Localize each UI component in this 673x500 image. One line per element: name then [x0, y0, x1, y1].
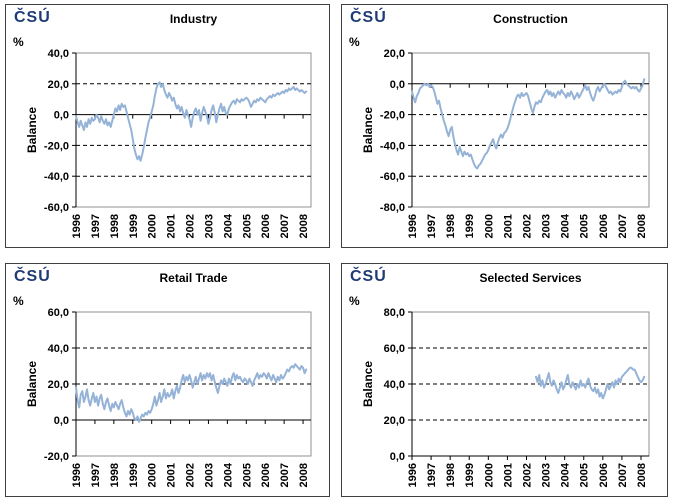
svg-text:20,0: 20,0 [48, 79, 69, 91]
csu-logo: ČSÚ [350, 9, 387, 26]
chart-title-industry: Industry [169, 12, 218, 26]
chart-title-selected-services: Selected Services [479, 271, 582, 285]
svg-text:0,0: 0,0 [54, 110, 69, 122]
svg-text:2006: 2006 [260, 214, 272, 238]
svg-text:60,0: 60,0 [48, 307, 69, 319]
svg-text:2006: 2006 [598, 463, 610, 487]
y-axis-title: Balance [25, 106, 39, 154]
svg-text:2004: 2004 [222, 462, 234, 487]
svg-text:-20,0: -20,0 [380, 110, 405, 122]
svg-text:20,0: 20,0 [384, 48, 405, 60]
svg-text:2008: 2008 [298, 463, 310, 487]
chart-title-construction: Construction [493, 12, 568, 26]
svg-text:0,0: 0,0 [390, 451, 405, 463]
svg-text:1997: 1997 [90, 214, 102, 238]
svg-text:2008: 2008 [636, 214, 648, 238]
y-axis-title: Balance [361, 106, 375, 154]
svg-text:1997: 1997 [426, 214, 438, 238]
svg-text:-20,0: -20,0 [44, 140, 69, 152]
svg-text:1999: 1999 [464, 214, 476, 238]
svg-text:1999: 1999 [464, 463, 476, 487]
percent-label: % [13, 294, 24, 308]
csu-logo: ČSÚ [350, 268, 387, 285]
svg-text:2006: 2006 [260, 463, 272, 487]
svg-text:2007: 2007 [279, 463, 291, 487]
svg-text:1996: 1996 [71, 214, 83, 238]
svg-text:1999: 1999 [128, 463, 140, 487]
svg-text:2002: 2002 [185, 214, 197, 238]
chart-panel-construction: 20,0 0,0 -20,0 -40,0 -60,0 -80,0 1996 1997 1998 1… [341, 4, 668, 248]
chart-panel-selected-services: 80,0 60,0 40,0 20,0 0,0 1996 1997 1998 1999 2000 2… [341, 263, 668, 497]
svg-text:2008: 2008 [298, 214, 310, 238]
svg-text:2005: 2005 [241, 214, 253, 238]
svg-text:-40,0: -40,0 [380, 140, 405, 152]
svg-text:2000: 2000 [483, 214, 495, 238]
chart-title-retail-trade: Retail Trade [159, 271, 228, 285]
svg-text:1999: 1999 [128, 214, 140, 238]
svg-text:-60,0: -60,0 [380, 171, 405, 183]
y-axis-title: Balance [25, 360, 39, 408]
svg-text:2003: 2003 [541, 463, 553, 487]
svg-text:2000: 2000 [483, 463, 495, 487]
svg-text:1998: 1998 [109, 214, 121, 238]
svg-text:2001: 2001 [166, 463, 178, 487]
svg-text:0,0: 0,0 [54, 415, 69, 427]
svg-text:2004: 2004 [560, 213, 572, 238]
svg-text:2007: 2007 [617, 463, 629, 487]
percent-label: % [13, 35, 24, 49]
svg-text:1996: 1996 [407, 463, 419, 487]
svg-text:80,0: 80,0 [384, 307, 405, 319]
svg-text:0,0: 0,0 [390, 79, 405, 91]
svg-text:2005: 2005 [579, 463, 591, 487]
svg-text:20,0: 20,0 [384, 415, 405, 427]
svg-text:40,0: 40,0 [384, 379, 405, 391]
svg-text:-80,0: -80,0 [380, 202, 405, 214]
svg-text:2004: 2004 [560, 462, 572, 487]
svg-text:2007: 2007 [617, 214, 629, 238]
svg-text:20,0: 20,0 [48, 379, 69, 391]
svg-text:-60,0: -60,0 [44, 202, 69, 214]
svg-text:2003: 2003 [541, 214, 553, 238]
svg-text:1996: 1996 [71, 463, 83, 487]
chart-panel-industry: 40,0 20,0 0,0 -20,0 -40,0 -60,0 1996 1997 1998 19… [5, 4, 330, 248]
svg-text:40,0: 40,0 [48, 343, 69, 355]
svg-text:2003: 2003 [203, 214, 215, 238]
svg-text:1996: 1996 [407, 214, 419, 238]
svg-text:-40,0: -40,0 [44, 171, 69, 183]
svg-text:1997: 1997 [90, 463, 102, 487]
svg-text:2006: 2006 [598, 214, 610, 238]
svg-text:1998: 1998 [445, 463, 457, 487]
percent-label: % [349, 35, 360, 49]
chart-panel-retail-trade: 60,0 40,0 20,0 0,0 -20,0 1996 1997 1998 1999 2000… [5, 263, 330, 497]
svg-text:1998: 1998 [109, 463, 121, 487]
svg-text:1997: 1997 [426, 463, 438, 487]
svg-text:2004: 2004 [222, 213, 234, 238]
svg-text:2000: 2000 [147, 214, 159, 238]
y-axis-title: Balance [361, 360, 375, 408]
percent-label: % [349, 294, 360, 308]
svg-text:2002: 2002 [185, 463, 197, 487]
svg-text:2008: 2008 [636, 463, 648, 487]
svg-text:1998: 1998 [445, 214, 457, 238]
svg-text:2005: 2005 [241, 463, 253, 487]
svg-text:2000: 2000 [147, 463, 159, 487]
svg-text:2001: 2001 [502, 463, 514, 487]
svg-text:2002: 2002 [521, 214, 533, 238]
svg-text:-20,0: -20,0 [44, 451, 69, 463]
svg-text:2007: 2007 [279, 214, 291, 238]
svg-text:40,0: 40,0 [48, 48, 69, 60]
csu-logo: ČSÚ [14, 9, 51, 26]
svg-text:2001: 2001 [502, 214, 514, 238]
svg-text:2001: 2001 [166, 214, 178, 238]
svg-text:2003: 2003 [203, 463, 215, 487]
svg-text:2002: 2002 [521, 463, 533, 487]
csu-logo: ČSÚ [14, 268, 51, 285]
svg-text:60,0: 60,0 [384, 343, 405, 355]
svg-text:2005: 2005 [579, 214, 591, 238]
